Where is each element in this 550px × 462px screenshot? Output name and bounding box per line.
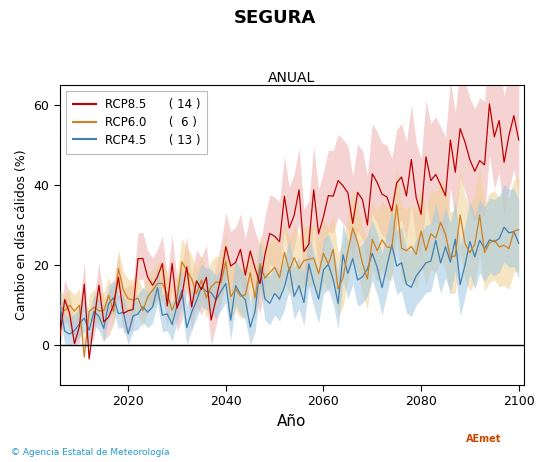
Title: ANUAL: ANUAL <box>268 71 315 85</box>
Y-axis label: Cambio en días cálidos (%): Cambio en días cálidos (%) <box>15 150 28 320</box>
X-axis label: Año: Año <box>277 413 306 429</box>
Legend: RCP8.5      ( 14 ), RCP6.0      (  6 ), RCP4.5      ( 13 ): RCP8.5 ( 14 ), RCP6.0 ( 6 ), RCP4.5 ( 13… <box>66 91 207 153</box>
Text: AEmet: AEmet <box>466 433 502 444</box>
Text: © Agencia Estatal de Meteorología: © Agencia Estatal de Meteorología <box>11 449 169 457</box>
Text: SEGURA: SEGURA <box>234 9 316 27</box>
